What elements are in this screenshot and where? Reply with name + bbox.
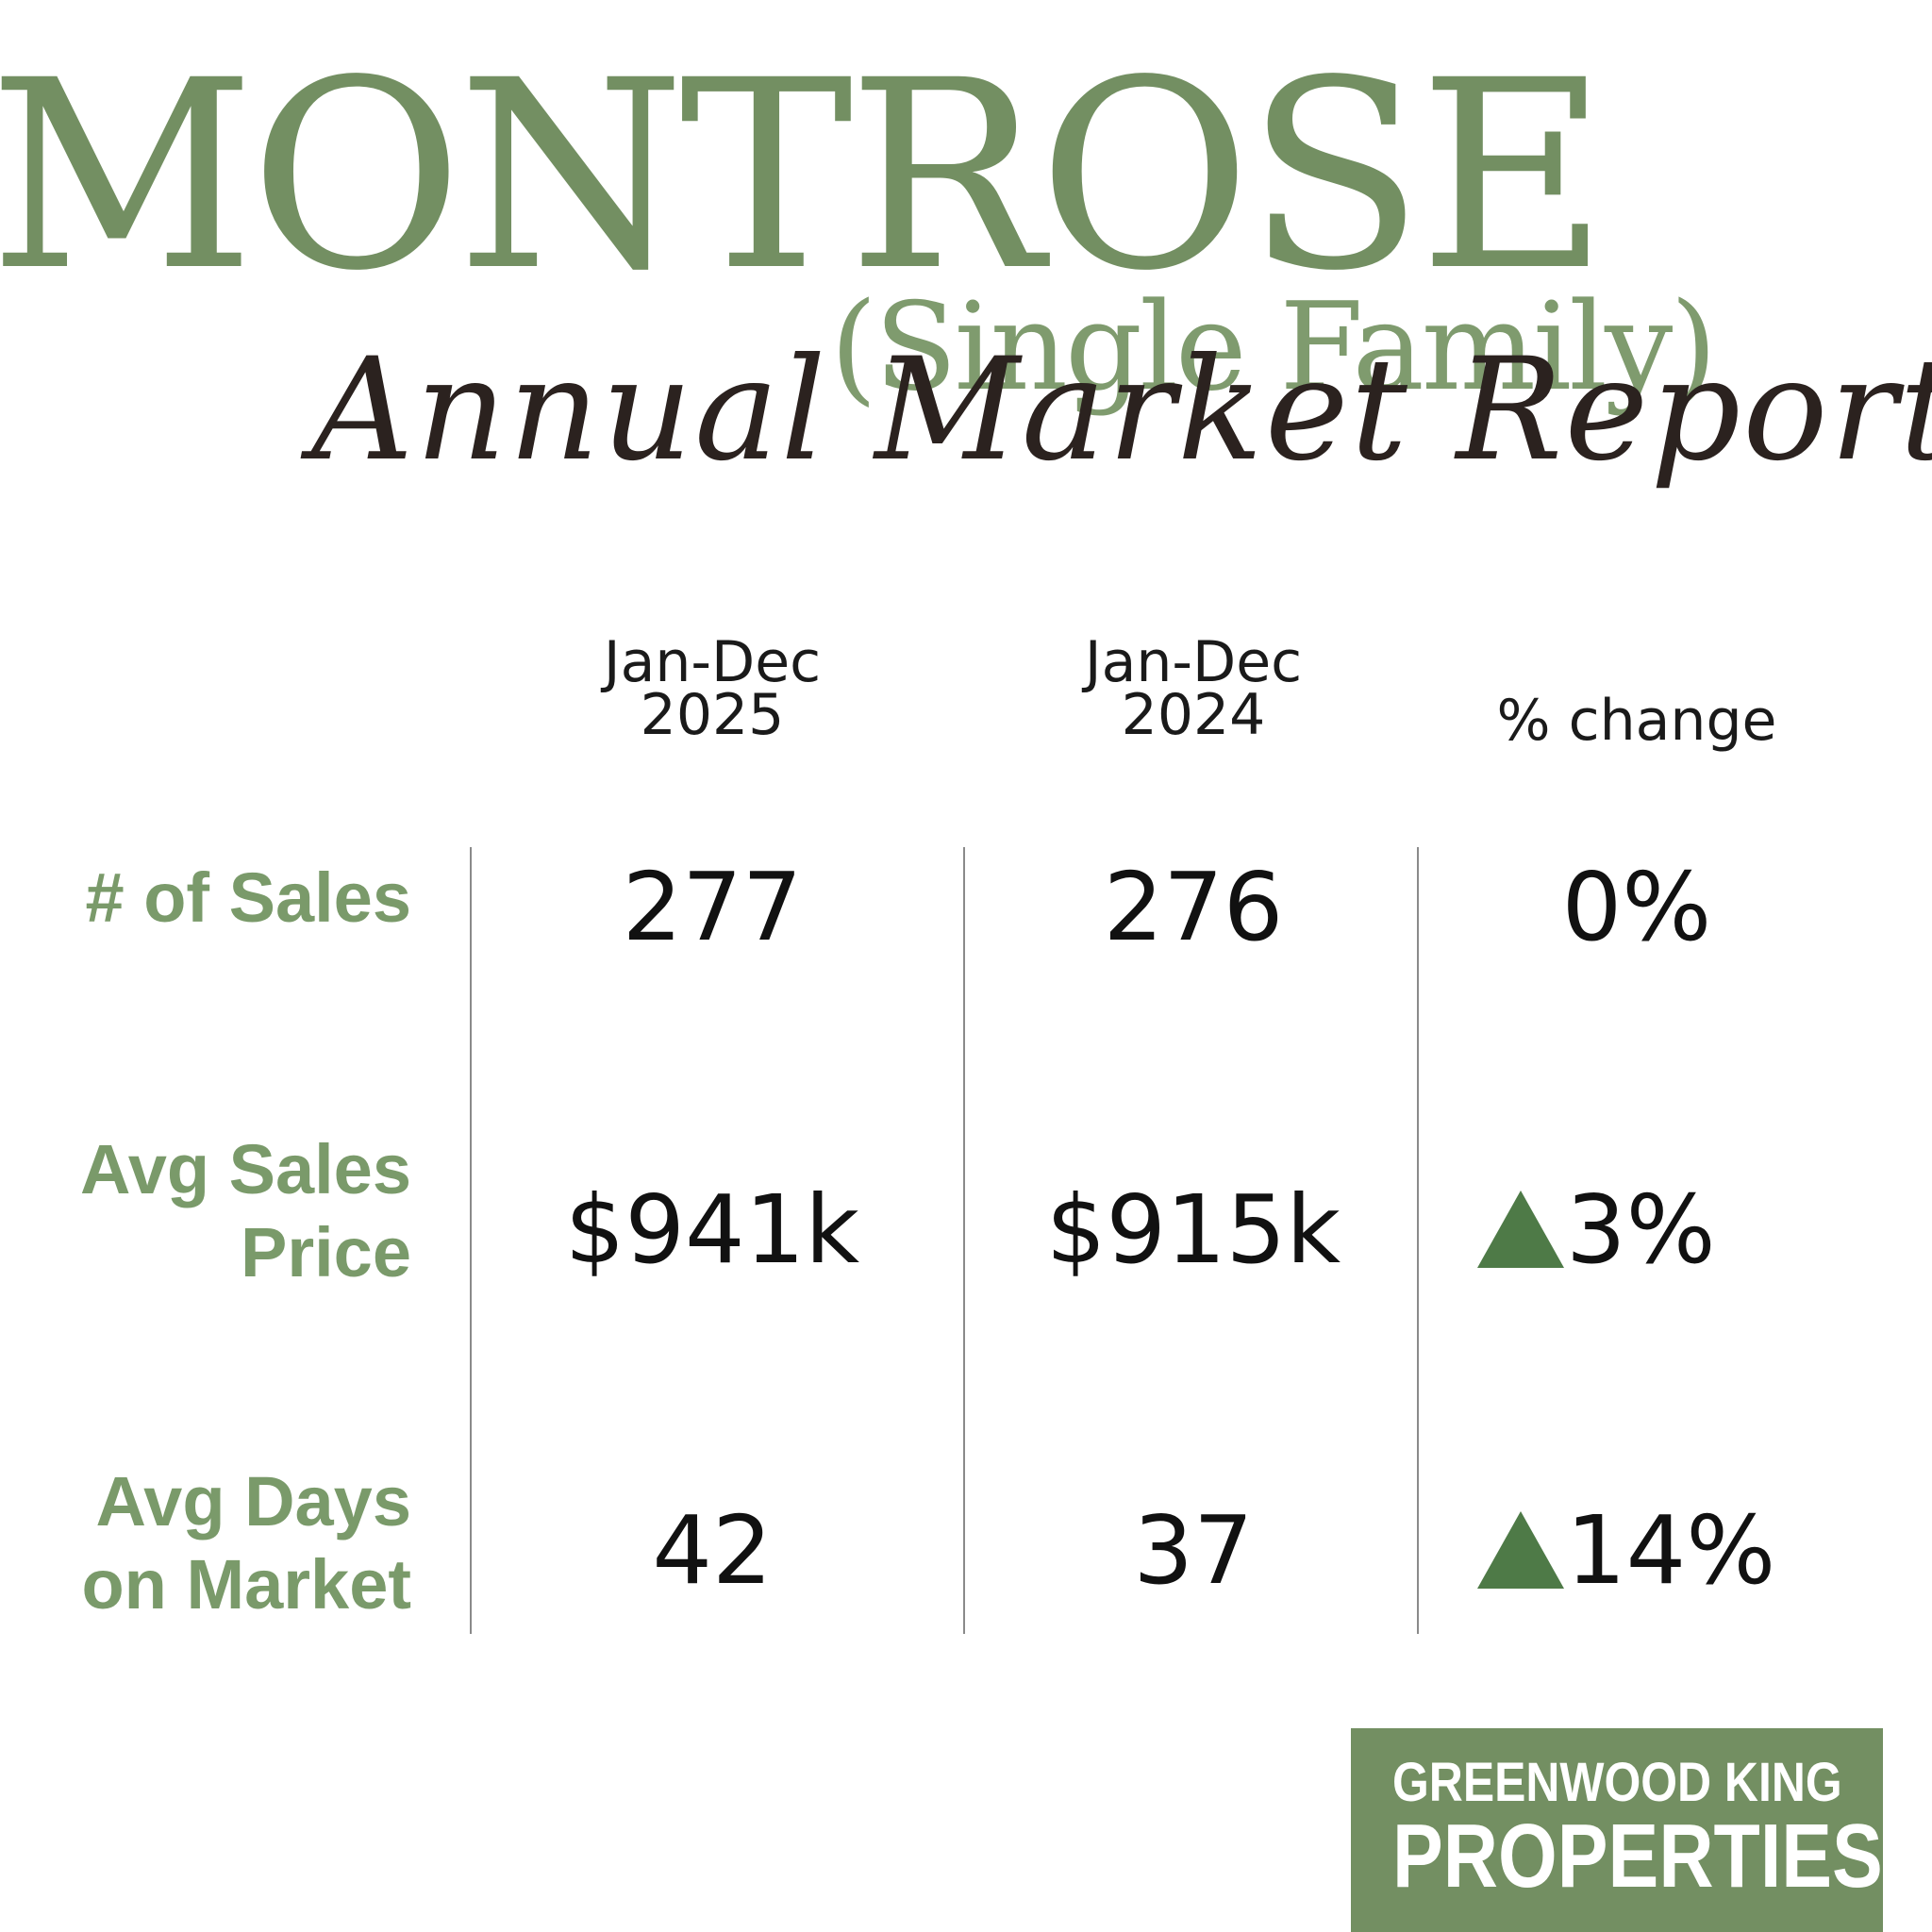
avg-price-change-value: 3%	[1566, 1174, 1716, 1285]
row-label-avg-price: Avg Sales Price	[80, 1130, 411, 1291]
row-label-avg-days: Avg Days on Market	[81, 1462, 411, 1624]
avg-price-2024-value: $915k	[1045, 1174, 1341, 1285]
avg-price-2025-value: $941k	[564, 1174, 860, 1285]
triangle-up-icon	[1477, 1191, 1564, 1268]
column-divider	[963, 847, 965, 1634]
page-subtitle: (Single Family)	[830, 277, 1717, 418]
avg-days-2024-value: 37	[1133, 1495, 1254, 1606]
avg-days-2025-value: 42	[652, 1495, 773, 1606]
column-divider	[1417, 847, 1419, 1634]
sales-2025-value: 277	[622, 852, 803, 962]
column-divider	[470, 847, 472, 1634]
logo-text-line2: PROPERTIES	[1392, 1806, 1883, 1907]
avg-days-change-value: 14%	[1566, 1495, 1776, 1606]
logo-text-line1: GREENWOOD KING	[1392, 1752, 1842, 1813]
column-header-change: % change	[1496, 688, 1777, 754]
avg-price-change: 3%	[1477, 1183, 1845, 1277]
script-heading: Annual Market Report	[311, 328, 1932, 492]
row-label-sales: # of Sales	[85, 858, 411, 937]
column-header-2024: Jan-Dec 2024	[1084, 629, 1303, 748]
column-header-2025: Jan-Dec 2025	[603, 629, 822, 748]
avg-days-change: 14%	[1477, 1504, 1874, 1598]
triangle-up-icon	[1477, 1511, 1564, 1589]
sales-change-value: 0%	[1561, 852, 1712, 962]
sales-2024-value: 276	[1103, 852, 1284, 962]
brokerage-logo: GREENWOOD KING PROPERTIES	[1351, 1728, 1883, 1932]
page-title: MONTROSE	[0, 25, 1608, 328]
